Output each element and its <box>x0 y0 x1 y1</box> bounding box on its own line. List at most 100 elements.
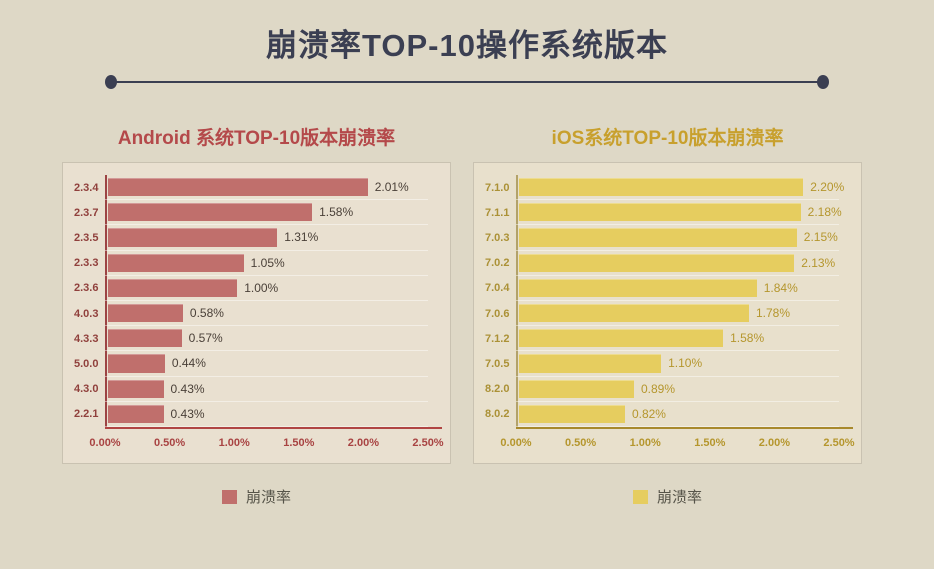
ios-bar-track: 2.13% <box>516 251 839 276</box>
ios-legend: 崩溃率 <box>632 486 702 507</box>
android-bar-track: 1.05% <box>105 251 428 276</box>
android-bar-row: 2.3.4 2.01% <box>63 175 450 201</box>
android-bar-row: 5.0.0 0.44% <box>63 351 450 377</box>
ios-x-axis-tick: 0.00% <box>500 437 532 449</box>
ios-crash-rate-bar <box>519 404 625 423</box>
ios-value-label: 2.13% <box>801 255 836 270</box>
ios-crash-rate-bar <box>519 379 634 398</box>
android-chart-block: Android 系统TOP-10版本崩溃率 2.3.4 2.01% 2.3.7 1.5… <box>62 123 451 464</box>
ios-version-label: 7.0.4 <box>485 282 510 295</box>
ios-bar-row: 8.0.2 0.82% <box>474 402 861 427</box>
android-value-label: 1.00% <box>244 280 279 295</box>
android-bar-row: 2.3.3 1.05% <box>63 251 450 276</box>
android-bar-row: 2.3.7 1.58% <box>63 200 450 226</box>
divider-line <box>111 81 823 83</box>
android-y-axis-line <box>105 175 107 427</box>
android-crash-rate-bar <box>108 278 238 297</box>
android-x-axis-ticks: 0.00% 0.50% 1.00% 1.50% 2.00% 2.50% <box>89 429 443 453</box>
ios-x-axis-tick: 1.00% <box>629 437 661 449</box>
ios-crash-rate-bar <box>519 329 724 348</box>
ios-bar-row: 7.1.2 1.58% <box>474 326 861 352</box>
ios-bar-track: 1.10% <box>516 351 839 377</box>
ios-version-label: 7.0.3 <box>485 231 510 244</box>
android-value-label: 1.31% <box>284 230 319 245</box>
legends-row: 崩溃率 崩溃率 <box>0 486 934 507</box>
ios-crash-rate-bar <box>519 354 662 373</box>
android-version-label: 5.0.0 <box>74 357 99 370</box>
ios-bar-row: 7.0.4 1.84% <box>474 276 861 301</box>
android-value-label: 0.43% <box>170 381 205 396</box>
android-x-axis-tick: 2.00% <box>347 437 379 449</box>
ios-bar-row: 7.0.6 1.78% <box>474 301 861 327</box>
android-crash-rate-bar <box>108 253 244 272</box>
ios-legend-label: 崩溃率 <box>656 489 702 506</box>
android-bar-row: 2.3.6 1.00% <box>63 276 450 301</box>
ios-crash-rate-bar <box>519 303 749 323</box>
android-crash-rate-bar <box>108 178 368 197</box>
android-value-label: 1.05% <box>250 255 285 270</box>
android-bar-track: 0.43% <box>105 402 428 427</box>
android-x-axis-tick: 0.50% <box>153 437 186 449</box>
android-value-label: 0.43% <box>170 406 205 421</box>
ios-value-label: 2.15% <box>803 230 838 245</box>
android-x-axis-line <box>105 427 442 429</box>
android-version-label: 2.3.7 <box>74 206 99 219</box>
ios-x-axis-ticks: 0.00% 0.50% 1.00% 1.50% 2.00% 2.50% <box>500 429 854 453</box>
ios-value-label: 0.82% <box>631 406 666 421</box>
ios-x-axis-tick: 1.50% <box>694 437 726 449</box>
android-bar-row: 2.3.5 1.31% <box>63 225 450 251</box>
android-bar-track: 2.01% <box>105 175 428 201</box>
android-bar-track: 1.31% <box>105 225 428 251</box>
ios-crash-rate-bar <box>519 203 801 222</box>
ios-legend-swatch-icon <box>632 489 648 504</box>
ios-y-axis-line <box>516 175 518 427</box>
ios-chart-block: iOS系统TOP-10版本崩溃率 7.1.0 2.20% 7.1.1 2.18% 7.0… <box>473 123 862 464</box>
ios-bar-track: 1.78% <box>516 301 839 327</box>
ios-version-label: 7.1.1 <box>485 206 510 219</box>
android-crash-rate-bar <box>108 303 183 323</box>
android-bar-track: 0.43% <box>105 377 428 402</box>
ios-version-label: 7.0.5 <box>485 357 510 370</box>
android-crash-rate-bar <box>108 404 164 423</box>
android-bar-area: 2.3.4 2.01% 2.3.7 1.58% 2.3.5 1.31% 2.3.3 1.05%… <box>63 175 450 427</box>
ios-x-axis-tick: 0.50% <box>564 437 597 449</box>
android-bar-track: 0.44% <box>105 351 428 377</box>
ios-version-label: 7.1.0 <box>485 181 510 194</box>
ios-bar-row: 7.1.0 2.20% <box>474 175 861 201</box>
ios-chart-panel: 7.1.0 2.20% 7.1.1 2.18% 7.0.3 2.15% 7.0.2 2.13%… <box>473 162 862 464</box>
android-bar-track: 0.58% <box>105 301 428 327</box>
ios-crash-rate-bar <box>519 253 795 272</box>
ios-crash-rate-bar <box>519 228 797 247</box>
android-crash-rate-bar <box>108 379 164 398</box>
android-value-label: 0.58% <box>189 306 224 321</box>
android-legend-swatch-icon <box>221 489 237 504</box>
android-x-axis-tick: 2.50% <box>412 437 444 449</box>
android-chart-panel: 2.3.4 2.01% 2.3.7 1.58% 2.3.5 1.31% 2.3.3 1.05%… <box>62 162 451 464</box>
android-bar-track: 0.57% <box>105 326 428 352</box>
ios-value-label: 2.20% <box>810 180 845 195</box>
ios-x-axis-tick: 2.50% <box>823 437 855 449</box>
android-version-label: 2.3.5 <box>74 231 99 244</box>
android-bar-track: 1.58% <box>105 200 428 226</box>
android-value-label: 2.01% <box>374 180 409 195</box>
android-legend: 崩溃率 <box>221 486 291 507</box>
android-version-label: 2.3.3 <box>74 257 99 270</box>
ios-bar-area: 7.1.0 2.20% 7.1.1 2.18% 7.0.3 2.15% 7.0.2 2.13%… <box>474 175 861 427</box>
ios-bar-row: 7.1.1 2.18% <box>474 200 861 226</box>
android-crash-rate-bar <box>108 329 182 348</box>
ios-x-axis-tick: 2.00% <box>758 437 790 449</box>
ios-value-label: 2.18% <box>807 205 842 220</box>
ios-version-label: 7.1.2 <box>485 332 510 345</box>
ios-crash-rate-bar <box>519 178 804 197</box>
android-value-label: 0.57% <box>188 331 223 346</box>
page-title: 崩溃率TOP-10操作系统版本 <box>266 28 668 63</box>
android-value-label: 0.44% <box>171 356 206 371</box>
android-crash-rate-bar <box>108 203 313 222</box>
ios-bar-row: 7.0.5 1.10% <box>474 351 861 377</box>
ios-bar-track: 0.89% <box>516 377 839 402</box>
ios-value-label: 1.58% <box>730 331 765 346</box>
ios-value-label: 0.89% <box>640 381 676 396</box>
ios-bar-track: 1.84% <box>516 276 839 301</box>
ios-value-label: 1.10% <box>668 356 703 371</box>
